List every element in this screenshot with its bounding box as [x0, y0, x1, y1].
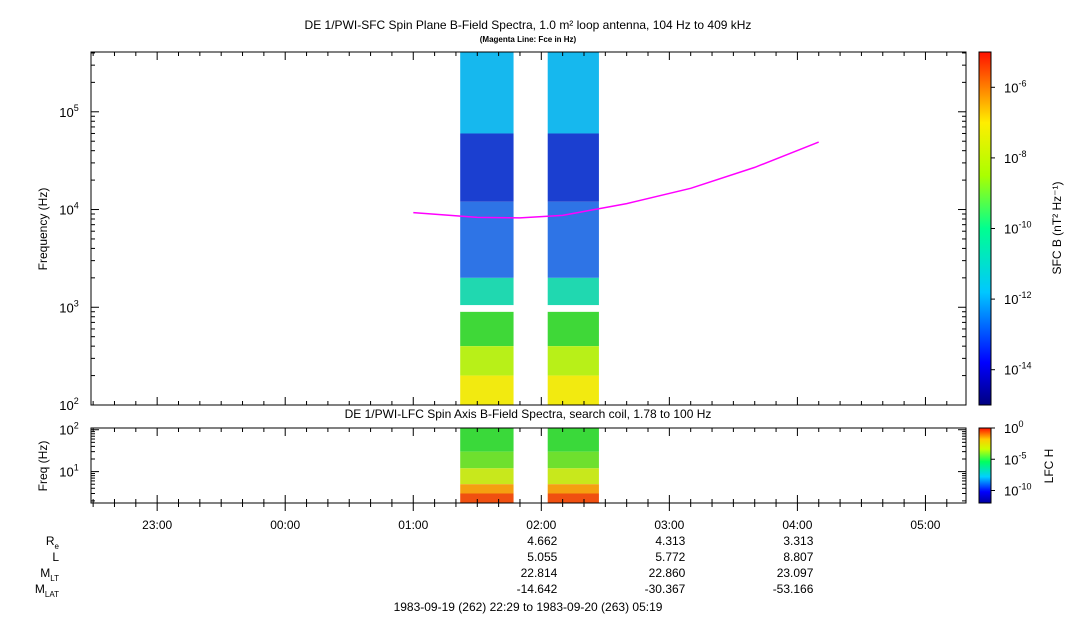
lfc-band-0-0: [460, 428, 514, 452]
ephemeris-value: -14.642: [517, 582, 558, 596]
lfc-band-1-1: [547, 451, 599, 469]
y-axis-label-bottom: Freq (Hz): [36, 441, 50, 492]
sfc-band-0-5: [460, 346, 514, 376]
sfc-colorbar-tick-label: 10-14: [1004, 361, 1031, 378]
ephemeris-value: 8.807: [783, 550, 813, 564]
sfc-band-1-6: [547, 375, 599, 405]
ephemeris-value: 22.814: [521, 566, 558, 580]
lfc-band-1-0: [547, 428, 599, 452]
lower-panel-title: DE 1/PWI-LFC Spin Axis B-Field Spectra, …: [345, 407, 712, 421]
lfc-colorbar: [978, 427, 992, 504]
sfc-colorbar-tick-label: 10-10: [1004, 220, 1031, 237]
time-tick-label: 04:00: [782, 518, 812, 532]
chart-subtitle: (Magenta Line: Fce in Hz): [480, 35, 577, 44]
time-tick-label: 05:00: [910, 518, 940, 532]
colorbar-axes: 10-6 10-8 10-10 10-12 10-14 100 10-5 10-10: [991, 78, 1031, 499]
ephemeris-value: 5.772: [655, 550, 685, 564]
ephemeris-value: 5.055: [527, 550, 557, 564]
lfc-y-tick-label: 102: [59, 421, 78, 438]
ephemeris-value: 4.313: [655, 534, 685, 548]
ephemeris-value: -53.166: [773, 582, 814, 596]
sfc-band-1-1: [547, 133, 599, 202]
sfc-colorbar-tick-label: 10-12: [1004, 290, 1031, 307]
lfc-spectrogram-panel: [460, 428, 599, 503]
lfc-band-1-4: [547, 493, 599, 503]
ephemeris-value: 22.860: [649, 566, 686, 580]
sfc-band-1-0: [547, 52, 599, 134]
sfc-colorbar: [978, 51, 992, 406]
sfc-panel-frame: [90, 51, 967, 406]
lfc-band-1-3: [547, 484, 599, 494]
ephemeris-value: 3.313: [783, 534, 813, 548]
sfc-band-0-0: [460, 52, 514, 134]
sfc-band-gap-0: [460, 305, 514, 312]
sfc-spectrogram-panel: [413, 52, 819, 405]
fce-line: [413, 141, 819, 219]
ephemeris-value: 4.662: [527, 534, 557, 548]
sfc-band-0-4: [460, 311, 514, 347]
lfc-band-0-1: [460, 451, 514, 469]
time-tick-label: 23:00: [142, 518, 172, 532]
y-axis-label-top: Frequency (Hz): [36, 188, 50, 271]
sfc-y-tick-label: 105: [59, 103, 78, 120]
sfc-band-1-5: [547, 346, 599, 376]
sfc-colorbar-tick-label: 10-8: [1004, 149, 1026, 166]
ephemeris-label: MLAT: [35, 582, 59, 599]
lfc-colorbar-tick-label: 10-5: [1004, 450, 1026, 467]
sfc-band-1-2: [547, 201, 599, 278]
sfc-colorbar-tick-label: 10-6: [1004, 78, 1026, 95]
ephemeris-label: L: [52, 550, 59, 564]
sfc-band-1-4: [547, 311, 599, 347]
time-range-footer: 1983-09-19 (262) 22:29 to 1983-09-20 (26…: [394, 600, 663, 614]
lfc-colorbar-tick-label: 10-10: [1004, 482, 1031, 499]
sfc-y-tick-label: 104: [59, 201, 78, 218]
lfc-band-0-3: [460, 484, 514, 494]
ephemeris-label: MLT: [40, 566, 59, 583]
lfc-panel-frame: [90, 427, 967, 504]
sfc-band-gap-1: [547, 305, 599, 312]
ephemeris-value: 23.097: [777, 566, 814, 580]
time-tick-label: 00:00: [270, 518, 300, 532]
sfc-band-0-1: [460, 133, 514, 202]
ephemeris-table: Re 4.662 4.313 3.313 L 5.055 5.772 8.807 MLT 22.8…: [35, 534, 814, 599]
lfc-colorbar-tick-label: 100: [1004, 419, 1023, 436]
ephemeris-label: Re: [46, 534, 60, 551]
lfc-band-0-2: [460, 468, 514, 485]
lfc-band-1-2: [547, 468, 599, 485]
sfc-y-tick-label: 103: [59, 298, 78, 315]
sfc-band-0-2: [460, 201, 514, 278]
ephemeris-value: -30.367: [645, 582, 686, 596]
time-tick-label: 02:00: [526, 518, 556, 532]
lfc-y-tick-label: 101: [59, 463, 78, 480]
sfc-band-1-3: [547, 277, 599, 306]
sfc-colorbar-label: SFC B (nT² Hz⁻¹): [1050, 182, 1064, 275]
time-axis: 23:00 00:00 01:00 02:00 03:00 04:00 05:00: [92, 52, 948, 532]
sfc-y-tick-label: 102: [59, 396, 78, 413]
chart-title: DE 1/PWI-SFC Spin Plane B-Field Spectra,…: [305, 18, 752, 32]
time-tick-label: 03:00: [654, 518, 684, 532]
sfc-band-0-6: [460, 375, 514, 405]
lfc-colorbar-label: LFC H: [1042, 449, 1056, 484]
sfc-axes: 102 103 104 105: [59, 52, 966, 413]
time-tick-label: 01:00: [398, 518, 428, 532]
lfc-band-0-4: [460, 493, 514, 503]
sfc-band-0-3: [460, 277, 514, 306]
